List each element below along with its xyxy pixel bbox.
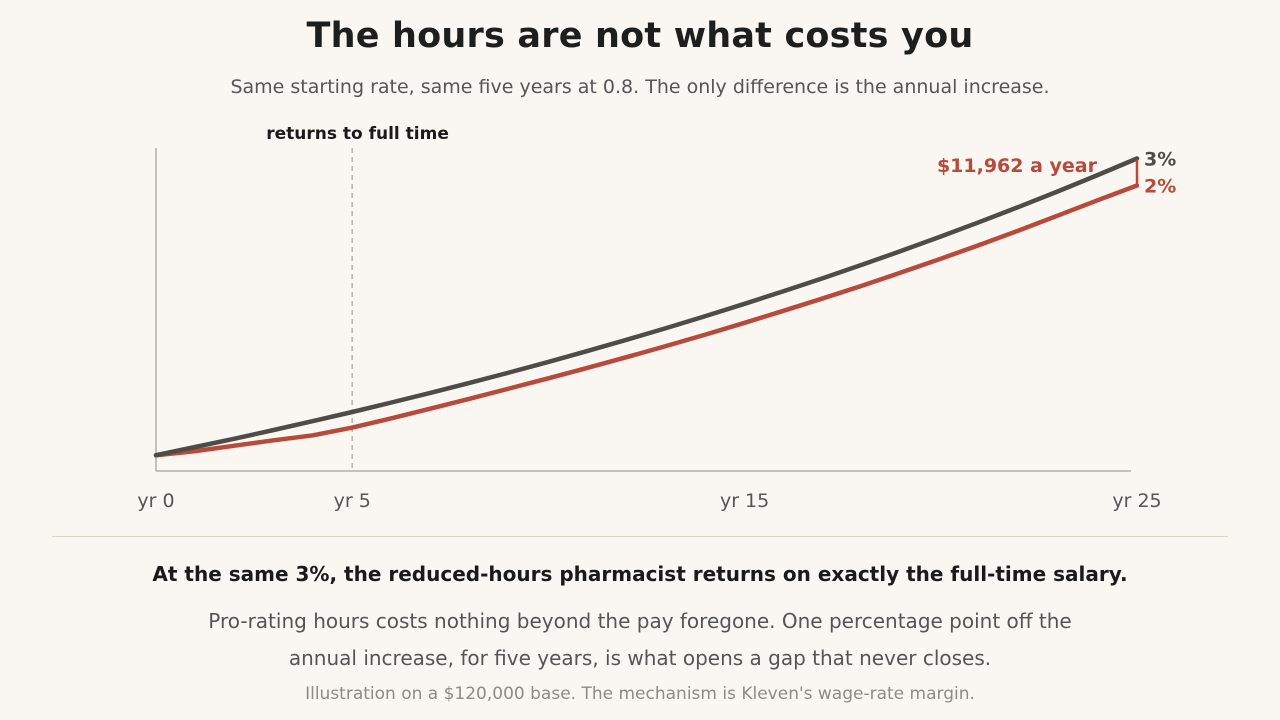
chart-title: The hours are not what costs you [306,16,974,56]
chart-series [153,156,1140,458]
chart-labels: 3% 2% $11,962 a year [937,148,1176,197]
series-line [153,156,1140,458]
series-label: 3% [1144,148,1176,170]
gap-annotation: $11,962 a year [937,155,1098,177]
divider [52,536,1228,537]
takeaway-headline: At the same 3%, the reduced-hours pharma… [152,562,1128,586]
full-time-marker: returns to full time [266,124,449,471]
takeaway-body: Pro-rating hours costs nothing beyond th… [208,609,1072,670]
series-line [153,183,1140,458]
series-label: 2% [1144,176,1176,198]
x-tick-label: yr 5 [334,490,371,512]
x-tick-label: yr 15 [720,490,769,512]
x-tick-label: yr 25 [1112,490,1161,512]
marker-label: returns to full time [266,124,449,144]
chart-axes: yr 0 yr 5 yr 15 yr 25 [137,148,1162,512]
source-note: Illustration on a $120,000 base. The mec… [305,684,975,704]
line-chart: yr 0 yr 5 yr 15 yr 25 returns to full time … [137,124,1176,512]
x-tick-label: yr 0 [137,490,174,512]
chart-subtitle: Same starting rate, same five years at 0… [230,76,1050,98]
